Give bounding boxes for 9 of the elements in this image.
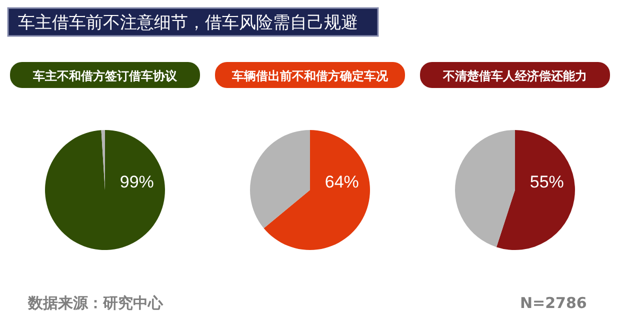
chart-title: 车主不和借方签订借车协议	[32, 69, 178, 83]
chart-title: 不清楚借车人经济偿还能力	[442, 69, 587, 83]
source-note: 数据来源：研究中心	[27, 294, 164, 312]
text: N=2786	[520, 294, 587, 312]
chart-title: 车辆借出前不和借方确定车况	[231, 69, 389, 83]
text: 车主借车前不注意细节，借车风险需自己规避	[18, 13, 358, 33]
data-label: 55%	[530, 172, 564, 192]
data-label: 64%	[324, 172, 359, 192]
data-label: 99%	[120, 172, 154, 192]
